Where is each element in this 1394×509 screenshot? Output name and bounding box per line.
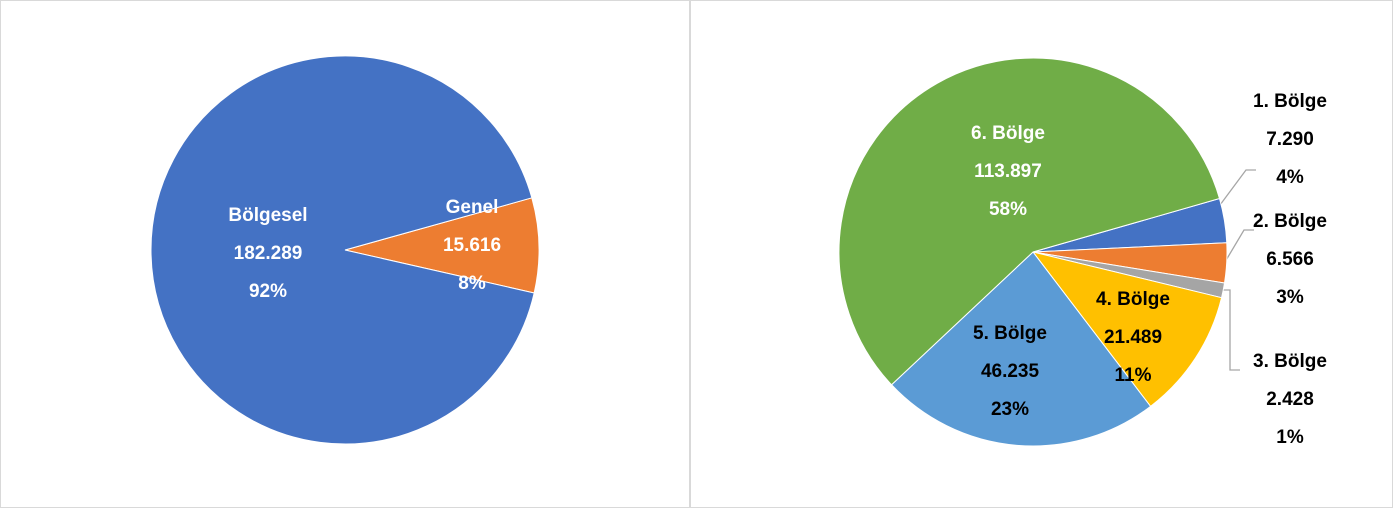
data-label: 1. Bölge: [1253, 91, 1327, 112]
data-label: 6. Bölge: [971, 123, 1045, 144]
data-label: 3. Bölge: [1253, 351, 1327, 372]
data-label: 15.616: [443, 235, 501, 256]
pie-slice: [838, 57, 1221, 386]
leader-line: [1222, 289, 1240, 371]
data-label: 182.289: [234, 243, 303, 264]
data-label: 21.489: [1104, 327, 1162, 348]
pie-slice: [890, 251, 1152, 447]
data-label: 92%: [249, 281, 287, 302]
pie: [150, 55, 540, 445]
pie-slice: [344, 197, 540, 294]
data-label: 113.897: [974, 161, 1042, 182]
data-label: 8%: [458, 273, 486, 294]
data-label: 1%: [1276, 427, 1304, 448]
data-label: Bölgesel: [228, 205, 307, 226]
pie: [838, 57, 1228, 447]
data-label: 4. Bölge: [1096, 289, 1170, 310]
leader-line: [1219, 169, 1256, 206]
data-label: 7.290: [1266, 129, 1314, 150]
data-label: 58%: [989, 199, 1027, 220]
leader-line: [1224, 229, 1254, 263]
data-label: 2.428: [1266, 389, 1314, 410]
data-label: 2. Bölge: [1253, 211, 1327, 232]
pie-slice: [150, 55, 535, 445]
data-label: 6.566: [1266, 249, 1314, 270]
data-label: 3%: [1276, 287, 1304, 308]
data-label: 23%: [991, 399, 1029, 420]
data-label: 4%: [1276, 167, 1304, 188]
data-label: Genel: [446, 197, 499, 218]
data-label: 5. Bölge: [973, 323, 1047, 344]
data-label: 46.235: [981, 361, 1040, 382]
pie-slice: [1031, 251, 1223, 408]
data-label: 11%: [1115, 365, 1152, 386]
